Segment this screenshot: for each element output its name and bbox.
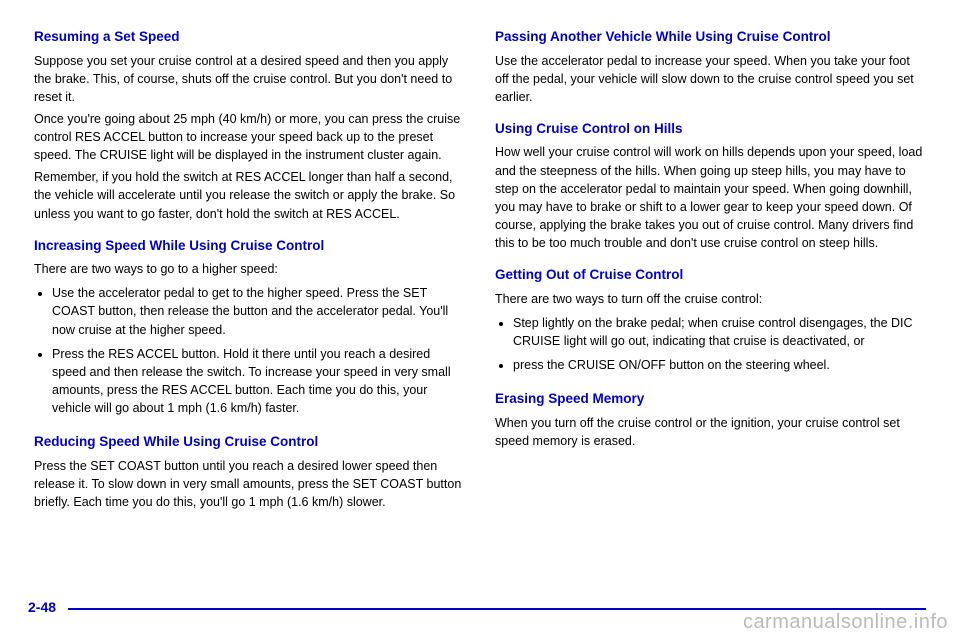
manual-page: Resuming a Set Speed Suppose you set you… [0,0,960,588]
left-column: Resuming a Set Speed Suppose you set you… [34,28,465,588]
list-item: Use the accelerator pedal to get to the … [52,284,465,338]
watermark: carmanualsonline.info [743,611,948,634]
body-text: There are two ways to turn off the cruis… [495,290,926,308]
right-column: Passing Another Vehicle While Using Crui… [495,28,926,588]
body-text: Suppose you set your cruise control at a… [34,52,465,106]
body-text: When you turn off the cruise control or … [495,414,926,450]
bullet-list: Step lightly on the brake pedal; when cr… [495,314,926,380]
heading-resuming: Resuming a Set Speed [34,28,465,46]
body-text: There are two ways to go to a higher spe… [34,260,465,278]
body-text: Use the accelerator pedal to increase yo… [495,52,926,106]
page-number: 2-48 [28,599,62,615]
heading-getting-out: Getting Out of Cruise Control [495,266,926,284]
body-text: Press the SET COAST button until you rea… [34,457,465,511]
heading-passing: Passing Another Vehicle While Using Crui… [495,28,926,46]
heading-erasing: Erasing Speed Memory [495,390,926,408]
list-item: Press the RES ACCEL button. Hold it ther… [52,345,465,418]
body-text: Remember, if you hold the switch at RES … [34,168,465,222]
list-item: Step lightly on the brake pedal; when cr… [513,314,926,350]
footer-rule [68,608,926,610]
body-text: Once you're going about 25 mph (40 km/h)… [34,110,465,164]
heading-hills: Using Cruise Control on Hills [495,120,926,138]
bullet-list: Use the accelerator pedal to get to the … [34,284,465,423]
heading-reducing: Reducing Speed While Using Cruise Contro… [34,433,465,451]
body-text: How well your cruise control will work o… [495,143,926,252]
list-item: press the CRUISE ON/OFF button on the st… [513,356,926,374]
page-footer: 2-48 [28,608,926,610]
heading-increasing: Increasing Speed While Using Cruise Cont… [34,237,465,255]
